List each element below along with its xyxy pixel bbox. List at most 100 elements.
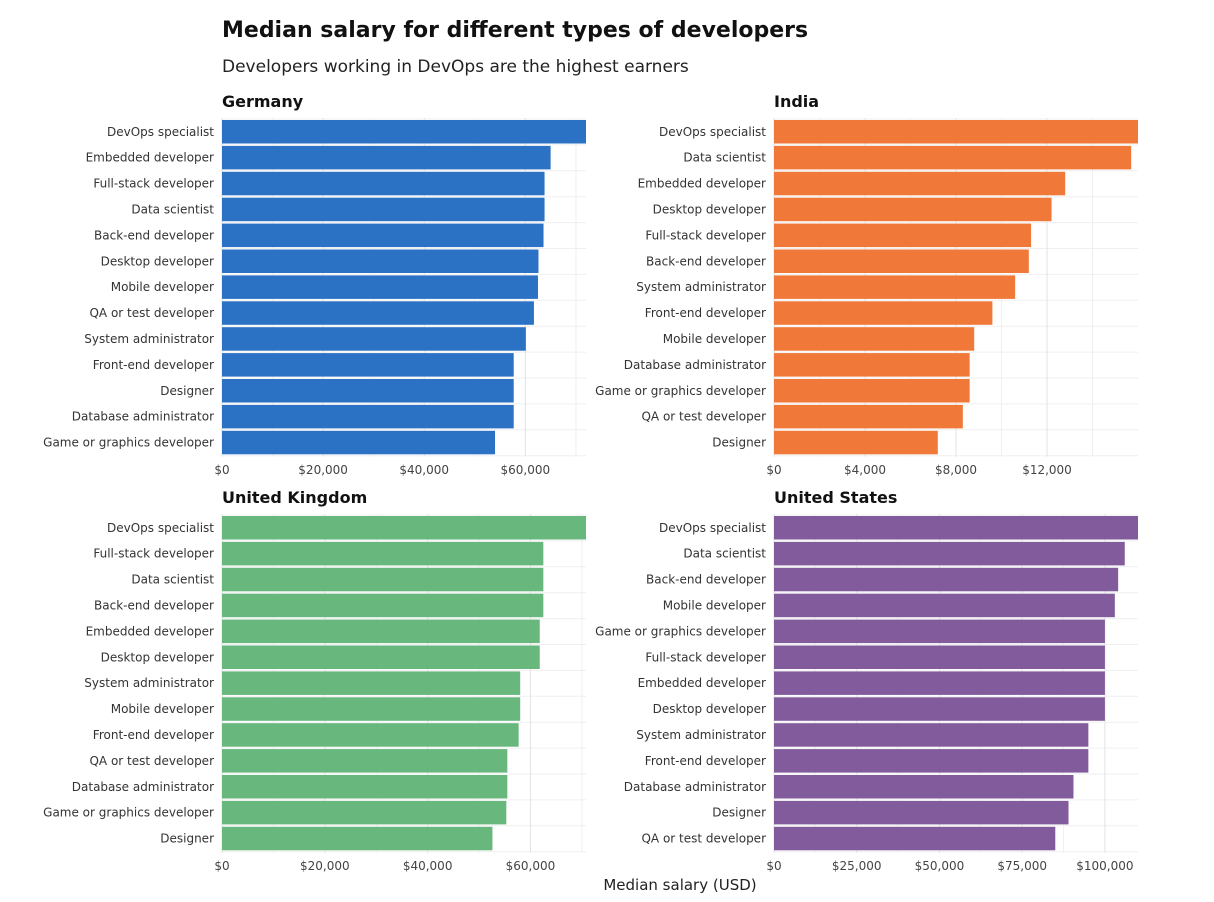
- panel-title: India: [774, 92, 819, 111]
- category-label: Designer: [160, 832, 214, 846]
- x-axis-title: Median salary (USD): [603, 876, 757, 894]
- x-tick-label: $40,000: [399, 463, 449, 477]
- panel-title: United States: [774, 488, 897, 507]
- category-label: Mobile developer: [111, 280, 214, 294]
- category-label: Desktop developer: [101, 650, 214, 664]
- bar: [222, 197, 545, 222]
- bar: [774, 516, 1138, 540]
- category-label: DevOps specialist: [659, 521, 766, 535]
- bar: [222, 516, 586, 540]
- x-tick-label: $75,000: [997, 859, 1047, 873]
- bar: [774, 353, 970, 377]
- category-label: QA or test developer: [89, 754, 214, 768]
- bar: [222, 430, 495, 455]
- bar: [222, 223, 544, 248]
- category-label: DevOps specialist: [107, 521, 214, 535]
- category-label: Designer: [712, 806, 766, 820]
- x-tick-label: $20,000: [300, 859, 350, 873]
- bar: [222, 775, 508, 799]
- category-label: Data scientist: [683, 151, 766, 165]
- category-label: DevOps specialist: [107, 125, 214, 139]
- bar: [222, 567, 544, 592]
- category-label: Database administrator: [624, 780, 766, 794]
- bar: [222, 327, 526, 351]
- category-label: Full-stack developer: [645, 228, 766, 242]
- bar: [222, 671, 521, 695]
- category-label: Data scientist: [683, 547, 766, 561]
- x-tick-label: $100,000: [1076, 859, 1133, 873]
- bar: [774, 197, 1052, 222]
- category-label: Desktop developer: [101, 254, 214, 268]
- category-label: Mobile developer: [663, 598, 766, 612]
- bar: [774, 645, 1105, 669]
- bar: [222, 645, 540, 669]
- bar: [222, 301, 534, 325]
- bar: [774, 826, 1056, 851]
- x-tick-label: $4,000: [844, 463, 886, 477]
- category-label: Embedded developer: [638, 177, 766, 191]
- bar: [774, 223, 1032, 248]
- bar: [774, 800, 1069, 825]
- x-tick-label: $20,000: [298, 463, 348, 477]
- x-tick-label: $60,000: [506, 859, 556, 873]
- x-tick-label: $60,000: [501, 463, 551, 477]
- category-label: Database administrator: [624, 358, 766, 372]
- category-label: Full-stack developer: [93, 177, 214, 191]
- bar: [774, 171, 1066, 196]
- category-label: Back-end developer: [94, 598, 214, 612]
- category-label: Game or graphics developer: [595, 624, 766, 638]
- category-label: Data scientist: [131, 573, 214, 587]
- bar: [222, 171, 545, 196]
- category-label: Full-stack developer: [645, 650, 766, 664]
- category-label: Database administrator: [72, 410, 214, 424]
- bar: [774, 671, 1105, 695]
- category-label: Designer: [712, 436, 766, 450]
- category-label: Back-end developer: [646, 254, 766, 268]
- bar: [222, 145, 551, 170]
- bar: [774, 430, 938, 455]
- bar: [774, 775, 1074, 799]
- category-label: QA or test developer: [641, 410, 766, 424]
- category-label: Data scientist: [131, 202, 214, 216]
- bar: [222, 826, 493, 851]
- x-tick-label: $0: [214, 859, 229, 873]
- category-label: Front-end developer: [645, 754, 766, 768]
- panel-united-states: $0 $25,000 $50,000 $75,000 $100,000 United St…: [595, 488, 1138, 873]
- panel-title: United Kingdom: [222, 488, 367, 507]
- bar: [222, 379, 514, 403]
- x-tick-label: $12,000: [1022, 463, 1072, 477]
- category-label: Back-end developer: [646, 573, 766, 587]
- category-label: Mobile developer: [663, 332, 766, 346]
- bar: [222, 723, 519, 747]
- bar: [222, 619, 540, 644]
- category-label: System administrator: [636, 728, 766, 742]
- category-label: Game or graphics developer: [43, 436, 214, 450]
- bar: [774, 275, 1016, 299]
- panel-united-kingdom: $0 $20,000 $40,000 $60,000 United Kingdom Dev…: [43, 488, 586, 873]
- x-tick-label: $0: [766, 463, 781, 477]
- bar: [222, 353, 514, 377]
- x-tick-label: $50,000: [915, 859, 965, 873]
- category-label: Embedded developer: [638, 676, 766, 690]
- category-label: Database administrator: [72, 780, 214, 794]
- bar: [774, 697, 1105, 721]
- category-label: Game or graphics developer: [43, 806, 214, 820]
- panel-title: Germany: [222, 92, 304, 111]
- category-label: Front-end developer: [93, 728, 214, 742]
- bar: [222, 249, 539, 273]
- category-label: Desktop developer: [653, 702, 766, 716]
- bar: [222, 541, 544, 566]
- chart-title: Median salary for different types of dev…: [222, 18, 809, 43]
- bar: [774, 379, 970, 403]
- category-label: DevOps specialist: [659, 125, 766, 139]
- category-label: Front-end developer: [93, 358, 214, 372]
- category-label: Mobile developer: [111, 702, 214, 716]
- category-label: Embedded developer: [86, 151, 214, 165]
- bar: [774, 301, 993, 325]
- bar: [774, 619, 1105, 644]
- bar: [222, 120, 586, 144]
- category-label: Game or graphics developer: [595, 384, 766, 398]
- x-tick-label: $8,000: [935, 463, 977, 477]
- category-label: System administrator: [84, 676, 214, 690]
- x-tick-label: $40,000: [403, 859, 453, 873]
